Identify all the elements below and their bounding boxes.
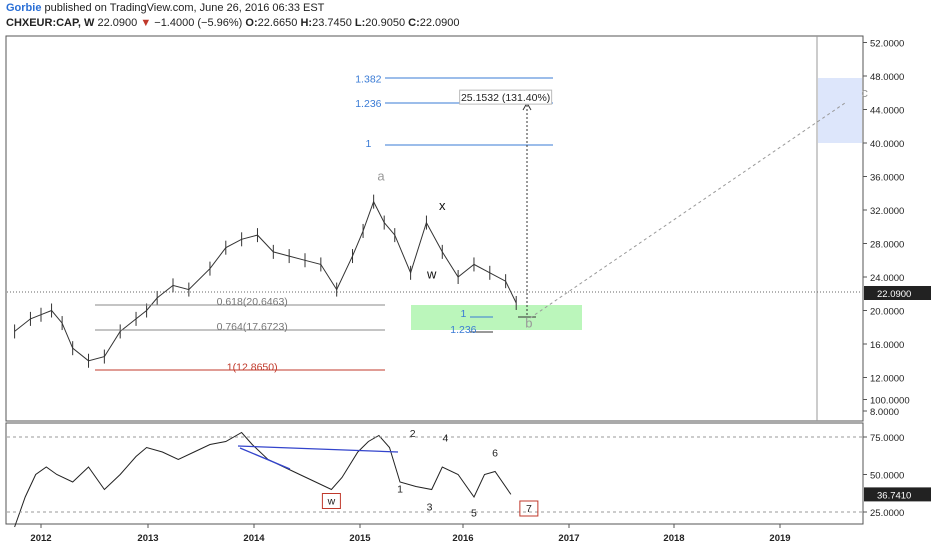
publish-info: Gorbie published on TradingView.com, Jun…: [6, 2, 324, 14]
annotation-label: b: [525, 315, 532, 330]
annotation-label: x: [439, 198, 446, 213]
axes-layer: 8.0000 12.0000 16.0000 20.0000 24.0000 28.000…: [30, 39, 931, 544]
open-label: O:: [245, 17, 258, 29]
close-label: C:: [408, 17, 420, 29]
indicator-layer: w 1 2 3 4 5 6 7: [7, 428, 862, 528]
last-value-tag-label: 36.7410: [877, 490, 911, 501]
annotation-label: 1.236: [450, 324, 476, 336]
wave-label: 5: [471, 508, 477, 520]
wave-box: [519, 500, 539, 517]
annotation-label: 1.382: [355, 74, 381, 86]
y-tick-label: 12.0000: [870, 374, 904, 385]
symbol-info: CHXEUR:CAP, W 22.0900 ▼ −1.4000 (−5.96%)…: [6, 17, 460, 29]
main-pane-frame: [5, 35, 864, 422]
target-zone-c: [818, 78, 862, 143]
wave-box: [321, 493, 341, 509]
ind-y-tick-label: 50.0000: [870, 471, 904, 482]
annotation-label: 1(12.8650): [227, 361, 278, 373]
annotation-label: w: [426, 267, 437, 282]
annotation-label: c: [861, 85, 868, 100]
annotation-label: 1.236: [355, 98, 381, 110]
divergence-line-short: [239, 447, 291, 470]
publish-text: published on TradingView.com, June 26, 2…: [44, 2, 325, 14]
y-tick-label: 28.0000: [870, 240, 904, 251]
wave-label: 1: [397, 484, 403, 496]
wave-label: w: [327, 496, 336, 508]
wave-label: 7: [526, 503, 532, 515]
price-change: −1.4000 (−5.96%): [154, 17, 243, 29]
high-value: 23.7450: [312, 17, 352, 29]
ind-y-tick-label: 100.0000: [870, 396, 910, 407]
target-zone-b: [411, 305, 582, 330]
y-tick-label: 44.0000: [870, 106, 904, 117]
annotation-label: 25.1532 (131.40%): [461, 92, 550, 104]
y-tick-label: 16.0000: [870, 340, 904, 351]
wave-label: 3: [427, 502, 433, 514]
divergence-line-long: [237, 445, 399, 453]
wave-label: 4: [443, 433, 449, 445]
x-tick-label: 2013: [137, 533, 158, 544]
low-label: L:: [354, 17, 366, 29]
close-value: 22.0900: [419, 17, 460, 29]
x-tick-label: 2018: [663, 533, 684, 544]
y-tick-label: 36.0000: [870, 173, 904, 184]
annotation-label: 1: [365, 138, 371, 150]
y-tick-label: 40.0000: [870, 139, 904, 150]
x-tick-label: 2019: [769, 533, 790, 544]
y-tick-label: 48.0000: [870, 72, 904, 83]
author-name[interactable]: Gorbie: [6, 2, 42, 14]
ind-y-tick-label: 25.0000: [870, 508, 904, 519]
y-tick-label: 8.0000: [870, 407, 899, 418]
x-tick-label: 2014: [243, 533, 265, 544]
y-tick-label: 52.0000: [870, 39, 904, 50]
last-value-tag: [864, 487, 931, 502]
annotation-label: 0.618(20.6463): [217, 296, 288, 308]
ind-y-tick-label: 75.0000: [870, 433, 904, 444]
measure-label-box: [459, 89, 553, 105]
x-tick-label: 2015: [349, 533, 371, 544]
x-tick-label: 2017: [558, 533, 579, 544]
wave-label: 6: [492, 448, 498, 460]
indicator-pane-frame: [5, 422, 864, 525]
annotation-label: a: [377, 169, 385, 184]
price-series-line: [14, 200, 517, 362]
y-tick-label: 20.0000: [870, 307, 904, 318]
y-tick-label: 32.0000: [870, 206, 904, 217]
annotation-label: 0.764(17.6723): [217, 321, 288, 333]
last-price-tag-label: 22.0900: [877, 289, 911, 300]
symbol-name: CHXEUR:CAP, W: [6, 17, 95, 29]
down-arrow-icon: ▼: [140, 17, 152, 29]
annotation-label: 1: [460, 308, 466, 320]
y-tick-label: 24.0000: [870, 273, 904, 284]
projection-line: [529, 102, 846, 319]
open-value: 22.6650: [257, 17, 298, 29]
x-tick-label: 2016: [452, 533, 473, 544]
high-label: H:: [300, 17, 313, 29]
last-price-tag: [864, 285, 931, 300]
main-layer: a x w b c 25.1532 (131.40%) 0.618(20.6463) 0.76…: [7, 74, 868, 373]
last-price: 22.0900: [97, 17, 138, 29]
low-value: 20.9050: [365, 17, 406, 29]
wave-label: 2: [410, 428, 416, 440]
x-tick-label: 2012: [30, 533, 51, 544]
